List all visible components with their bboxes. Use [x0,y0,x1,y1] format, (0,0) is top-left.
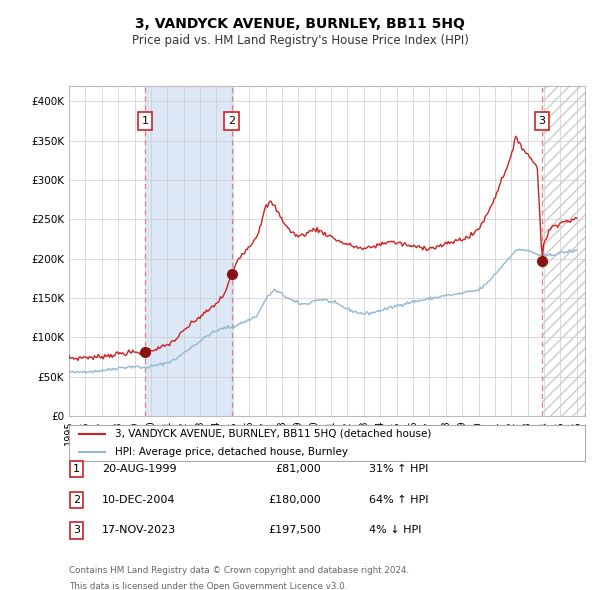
Text: 3, VANDYCK AVENUE, BURNLEY, BB11 5HQ: 3, VANDYCK AVENUE, BURNLEY, BB11 5HQ [135,17,465,31]
Text: 64% ↑ HPI: 64% ↑ HPI [369,495,428,504]
Text: HPI: Average price, detached house, Burnley: HPI: Average price, detached house, Burn… [115,447,349,457]
Text: 2: 2 [228,116,235,126]
Text: 3: 3 [73,526,80,535]
Text: 17-NOV-2023: 17-NOV-2023 [102,526,176,535]
Text: £197,500: £197,500 [268,526,321,535]
Text: £180,000: £180,000 [268,495,321,504]
Text: This data is licensed under the Open Government Licence v3.0.: This data is licensed under the Open Gov… [69,582,347,590]
Text: Contains HM Land Registry data © Crown copyright and database right 2024.: Contains HM Land Registry data © Crown c… [69,566,409,575]
Bar [542,86,585,416]
Text: 3, VANDYCK AVENUE, BURNLEY, BB11 5HQ (detached house): 3, VANDYCK AVENUE, BURNLEY, BB11 5HQ (de… [115,429,432,439]
Text: 10-DEC-2004: 10-DEC-2004 [102,495,176,504]
Bar [145,86,232,416]
Text: 31% ↑ HPI: 31% ↑ HPI [369,464,428,474]
Text: 20-AUG-1999: 20-AUG-1999 [102,464,176,474]
Text: £81,000: £81,000 [275,464,321,474]
Text: 1: 1 [142,116,149,126]
Text: 4% ↓ HPI: 4% ↓ HPI [369,526,421,535]
Text: 2: 2 [73,495,80,504]
Text: 3: 3 [539,116,545,126]
Text: 1: 1 [73,464,80,474]
Text: Price paid vs. HM Land Registry's House Price Index (HPI): Price paid vs. HM Land Registry's House … [131,34,469,47]
